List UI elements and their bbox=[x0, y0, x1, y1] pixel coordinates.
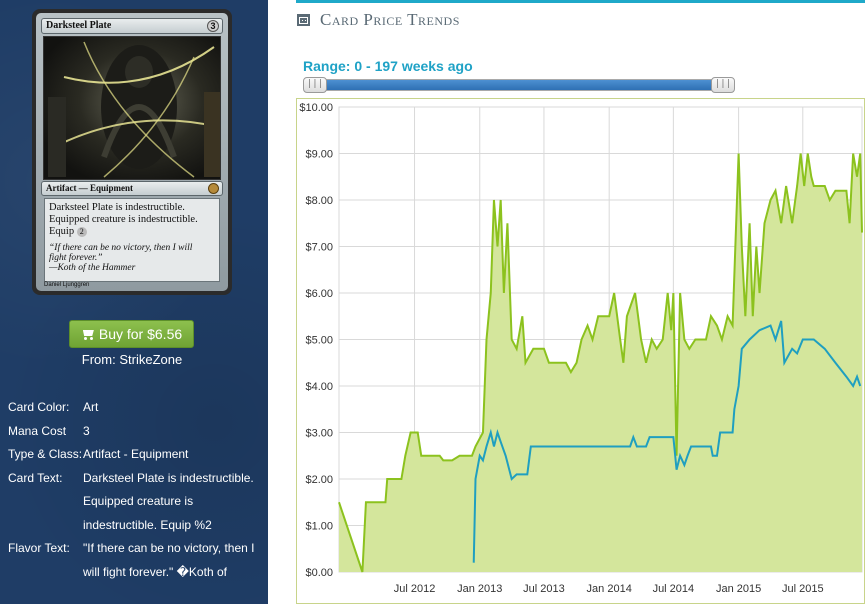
card-type-line: Artifact — Equipment bbox=[41, 181, 223, 196]
x-tick-label: Jan 2015 bbox=[716, 583, 761, 595]
detail-value: Art bbox=[83, 400, 99, 414]
range-slider-handle-start[interactable]: ||| bbox=[303, 77, 327, 93]
series-a-area bbox=[339, 153, 862, 572]
x-tick-label: Jan 2013 bbox=[457, 583, 502, 595]
y-tick-label: $1.00 bbox=[305, 521, 333, 533]
detail-label: Card Text: bbox=[8, 470, 63, 485]
detail-value: "If there can be no victory, then I will… bbox=[83, 541, 255, 579]
top-accent-rule bbox=[296, 0, 865, 3]
card-type-text: Artifact — Equipment bbox=[46, 183, 133, 193]
card-artist: Daniel Ljunggren bbox=[44, 282, 90, 288]
detail-label: Mana Cost bbox=[8, 423, 67, 438]
price-chart-svg: $0.00 $1.00 $2.00 $3.00 $4.00 $5.00 $6.00 $7.00… bbox=[299, 102, 863, 595]
y-tick-label: $5.00 bbox=[305, 335, 333, 347]
card-artwork-illustration bbox=[48, 41, 220, 178]
card-details: Card Color: Art Mana Cost 3 Type & Class: A… bbox=[8, 396, 264, 584]
card-artwork bbox=[43, 36, 221, 180]
x-tick-label: Jul 2012 bbox=[394, 583, 436, 595]
buy-button-label: Buy for $6.56 bbox=[98, 326, 183, 342]
x-tick-label: Jan 2014 bbox=[587, 583, 632, 595]
card-frame: Darksteel Plate 3 bbox=[36, 13, 228, 291]
x-tick-label: Jul 2014 bbox=[653, 583, 695, 595]
card-rules-line: Darksteel Plate is indestructible. bbox=[49, 202, 185, 213]
y-tick-label: $0.00 bbox=[305, 567, 333, 579]
card-rules-line: Equipped creature is indestructible. bbox=[49, 214, 198, 225]
card-flavor-text: “If there can be no victory, then I will… bbox=[49, 243, 215, 273]
price-chart: $0.00 $1.00 $2.00 $3.00 $4.00 $5.00 $6.00 $7.00… bbox=[296, 98, 865, 604]
detail-row: Flavor Text: "If there can be no victory,… bbox=[8, 537, 264, 584]
detail-label: Card Color: bbox=[8, 400, 70, 414]
set-symbol-icon bbox=[208, 183, 219, 194]
card-image: Darksteel Plate 3 bbox=[32, 9, 232, 295]
range-label: Range: 0 - 197 weeks ago bbox=[303, 58, 473, 74]
range-slider-fill bbox=[304, 80, 734, 90]
detail-row: Card Color: Art bbox=[8, 396, 264, 420]
detail-row: Card Text: Darksteel Plate is indestructi… bbox=[8, 467, 264, 538]
y-tick-label: $3.00 bbox=[305, 428, 333, 440]
shopping-cart-icon bbox=[81, 330, 95, 340]
card-name: Darksteel Plate bbox=[46, 20, 112, 31]
flavor-line: —Koth of the Hammer bbox=[49, 263, 136, 273]
range-slider-track[interactable] bbox=[303, 79, 735, 91]
y-tick-label: $10.00 bbox=[299, 102, 333, 114]
card-title-bar: Darksteel Plate 3 bbox=[41, 18, 223, 34]
y-tick-label: $7.00 bbox=[305, 242, 333, 254]
card-sidebar: Darksteel Plate 3 bbox=[0, 0, 268, 604]
y-tick-label: $9.00 bbox=[305, 149, 333, 161]
section-title: Card Price Trends bbox=[297, 10, 460, 34]
series-b-line bbox=[472, 320, 862, 563]
flavor-line: “If there can be no victory, then I will bbox=[49, 243, 193, 253]
x-tick-label: Jul 2013 bbox=[523, 583, 565, 595]
detail-label: Flavor Text: bbox=[8, 541, 70, 555]
series-a-line bbox=[338, 153, 863, 573]
flavor-line: fight forever.” bbox=[49, 253, 103, 263]
detail-row: Type & Class: Artifact - Equipment bbox=[8, 443, 264, 467]
y-tick-label: $2.00 bbox=[305, 474, 333, 486]
equip-cost-icon: 2 bbox=[76, 227, 87, 237]
card-text-box: Darksteel Plate is indestructible. Equip… bbox=[44, 198, 220, 282]
section-title-text: Card Price Trends bbox=[320, 10, 460, 29]
buy-button[interactable]: Buy for $6.56 bbox=[69, 320, 194, 348]
detail-value: Artifact - Equipment bbox=[83, 447, 189, 461]
y-tick-label: $4.00 bbox=[305, 381, 333, 393]
y-tick-label: $8.00 bbox=[305, 195, 333, 207]
detail-value: 3 bbox=[83, 423, 90, 438]
calendar-icon bbox=[297, 14, 310, 26]
card-rules-line: Equip 2 bbox=[49, 226, 215, 238]
detail-value: Darksteel Plate is indestructible. Equip… bbox=[83, 470, 254, 532]
range-slider-handle-end[interactable]: ||| bbox=[711, 77, 735, 93]
seller-line: From: StrikeZone bbox=[81, 352, 183, 367]
x-tick-label: Jul 2015 bbox=[782, 583, 824, 595]
y-tick-label: $6.00 bbox=[305, 288, 333, 300]
card-cost: 3 bbox=[207, 20, 219, 32]
detail-row: Mana Cost 3 bbox=[8, 420, 264, 444]
detail-label: Type & Class: bbox=[8, 447, 83, 461]
